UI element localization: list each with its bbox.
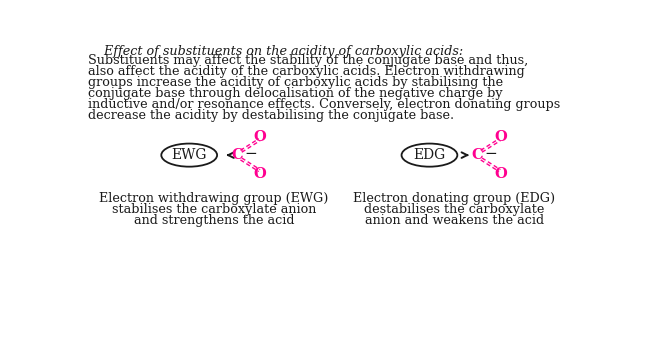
Text: also affect the acidity of the carboxylic acids. Electron withdrawing: also affect the acidity of the carboxyli… xyxy=(88,65,525,78)
Text: O: O xyxy=(254,167,266,181)
Text: Substituents may affect the stability of the conjugate base and thus,: Substituents may affect the stability of… xyxy=(88,54,528,67)
Text: Electron withdrawing group (EWG): Electron withdrawing group (EWG) xyxy=(99,192,329,205)
Text: −: − xyxy=(484,146,497,161)
Text: groups increase the acidity of carboxylic acids by stabilising the: groups increase the acidity of carboxyli… xyxy=(88,76,503,89)
Text: O: O xyxy=(494,167,507,181)
Text: stabilises the carboxylate anion: stabilises the carboxylate anion xyxy=(112,203,316,216)
Text: Electron donating group (EDG): Electron donating group (EDG) xyxy=(353,192,555,205)
Text: C: C xyxy=(232,148,243,162)
Text: conjugate base through delocalisation of the negative charge by: conjugate base through delocalisation of… xyxy=(88,87,503,100)
Text: EWG: EWG xyxy=(172,148,207,162)
Text: O: O xyxy=(494,130,507,144)
Text: O: O xyxy=(254,130,266,144)
Text: −: − xyxy=(244,146,257,161)
Text: destabilises the carboxylate: destabilises the carboxylate xyxy=(364,203,544,216)
Text: EDG: EDG xyxy=(413,148,445,162)
Text: C: C xyxy=(472,148,484,162)
Text: and strengthens the acid: and strengthens the acid xyxy=(134,214,294,227)
Text: inductive and/or resonance effects. Conversely, electron donating groups: inductive and/or resonance effects. Conv… xyxy=(88,98,561,111)
Text: Effect of substituents on the acidity of carboxylic acids:: Effect of substituents on the acidity of… xyxy=(88,45,464,58)
Text: anion and weakens the acid: anion and weakens the acid xyxy=(365,214,544,227)
Text: decrease the acidity by destabilising the conjugate base.: decrease the acidity by destabilising th… xyxy=(88,109,455,122)
